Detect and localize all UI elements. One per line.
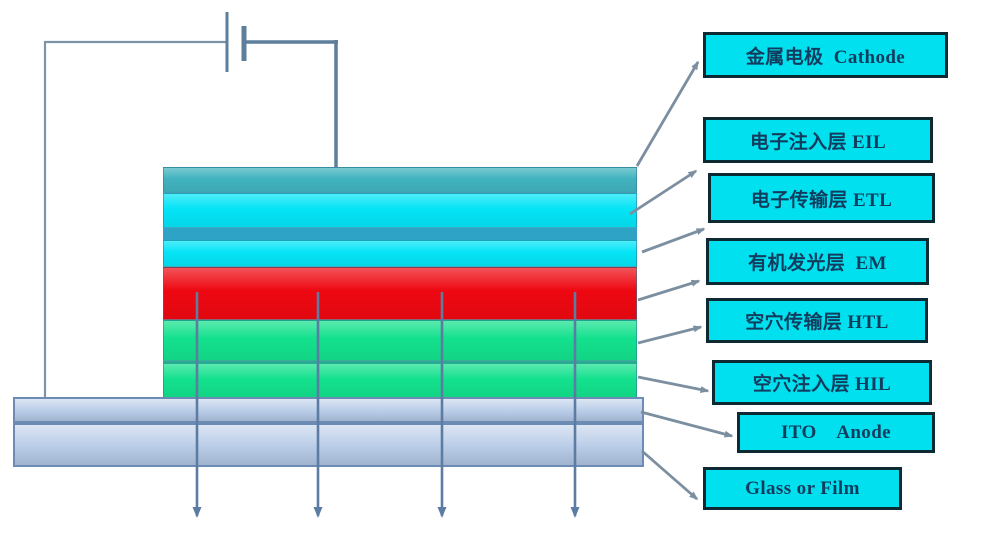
label-em: 有机发光层 EM	[706, 238, 929, 285]
label-hil-text: 空穴注入层 HIL	[752, 374, 892, 395]
layer-htl	[163, 320, 637, 361]
label-em-text: 有机发光层 EM	[748, 253, 887, 274]
battery-symbol	[225, 12, 247, 72]
pointer-arrow-etl	[641, 227, 706, 254]
pointer-arrow-ito	[640, 410, 734, 438]
layer-etl	[163, 240, 637, 267]
label-etl-text: 电子传输层 ETL	[750, 189, 893, 211]
bar-ito-anode	[13, 397, 644, 423]
label-cathode: 金属电极 Cathode	[703, 32, 948, 78]
layer-boundary-eil-etl	[163, 228, 637, 240]
label-glass: Glass or Film	[703, 467, 902, 510]
layer-eil	[163, 193, 637, 228]
pointer-arrow-cathode	[635, 60, 700, 167]
label-hil: 空穴注入层 HIL	[712, 360, 932, 405]
label-eil-text: 电子注入层 EIL	[749, 131, 887, 153]
label-cathode-text: 金属电极 Cathode	[745, 46, 906, 68]
bar-glass-or-film	[13, 423, 644, 467]
layer-metal-cathode	[163, 167, 637, 193]
label-etl: 电子传输层 ETL	[708, 173, 935, 223]
pointer-arrow-hil	[637, 375, 710, 393]
label-htl: 空穴传输层 HTL	[706, 298, 928, 343]
label-eil: 电子注入层 EIL	[703, 117, 933, 163]
label-ito: ITO Anode	[737, 412, 935, 453]
pointer-arrow-htl	[637, 325, 703, 345]
label-htl-text: 空穴传输层 HTL	[745, 312, 889, 333]
pointer-arrow-eil	[629, 169, 698, 216]
pointer-arrow-em	[637, 279, 701, 302]
label-glass-text: Glass or Film	[745, 477, 860, 499]
layer-hil	[163, 361, 637, 399]
pointer-arrow-glass	[641, 449, 699, 501]
label-ito-text: ITO Anode	[780, 421, 892, 443]
layer-em	[163, 267, 637, 320]
